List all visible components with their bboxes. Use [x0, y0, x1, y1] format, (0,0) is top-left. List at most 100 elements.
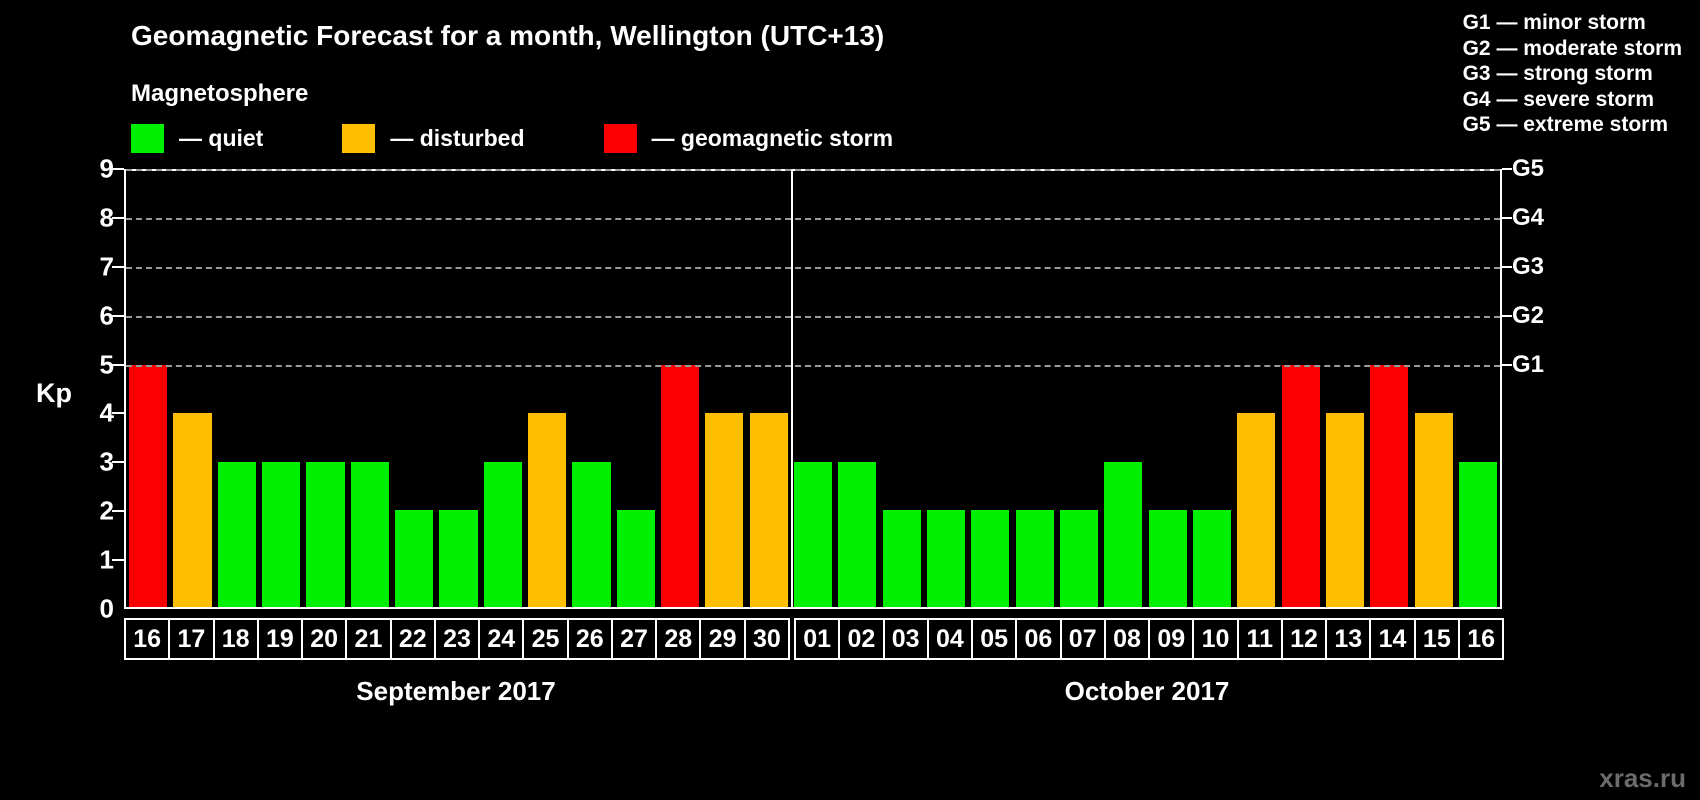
- legend-label-quiet: — quiet: [179, 125, 264, 151]
- gridline-kp-5: [126, 364, 1500, 367]
- day-label-05: 05: [971, 618, 1018, 660]
- bar-day-10: [1192, 510, 1232, 607]
- g-tick-mark-g2: [1502, 314, 1512, 317]
- bar-day-05: [971, 510, 1010, 607]
- bar-day-16: [1458, 461, 1498, 607]
- gscale-row-2: G2 — moderate storm: [1462, 36, 1682, 60]
- g-tick-mark-g4: [1502, 216, 1512, 219]
- bar-slot: [215, 171, 259, 607]
- bar-day-04: [927, 510, 966, 607]
- day-label-24: 24: [478, 618, 525, 660]
- day-label-13: 13: [1325, 618, 1372, 660]
- legend-label-storm: — geomagnetic storm: [651, 125, 894, 151]
- bar-day-22: [395, 510, 434, 607]
- bar-day-18: [217, 461, 256, 607]
- day-label-10: 10: [1192, 618, 1239, 660]
- bar-slot: [968, 171, 1012, 607]
- watermark: xras.ru: [1599, 763, 1686, 793]
- y-tick-mark-8: [112, 216, 124, 219]
- bar-slot: [1456, 171, 1500, 607]
- g-tick-label-g2: G2: [1512, 301, 1545, 329]
- bar-day-29: [705, 413, 744, 607]
- legend-item-quiet: — quiet: [131, 124, 263, 153]
- y-tick-mark-3: [112, 461, 124, 464]
- legend-label-disturbed: — disturbed: [390, 125, 525, 151]
- bar-slot: [1279, 171, 1323, 607]
- day-label-29: 29: [699, 618, 746, 660]
- bar-slot: [880, 171, 924, 607]
- bar-slot: [614, 171, 658, 607]
- gscale-key: G1 — minor storm G2 — moderate storm G3 — …: [1463, 10, 1682, 138]
- y-tick-label-5: 5: [99, 349, 114, 380]
- bar-slot: [436, 171, 480, 607]
- day-label-28: 28: [655, 618, 702, 660]
- bar-slot: [1234, 171, 1278, 607]
- day-label-22: 22: [389, 618, 436, 660]
- month-divider: [790, 171, 793, 607]
- bar-day-13: [1325, 413, 1365, 607]
- day-label-16: 16: [124, 618, 171, 660]
- day-label-30: 30: [743, 618, 790, 660]
- bar-day-08: [1104, 461, 1143, 607]
- bar-day-15: [1414, 413, 1453, 607]
- y-tick-label-1: 1: [99, 544, 114, 575]
- bar-day-03: [882, 510, 921, 607]
- bar-day-14: [1370, 364, 1409, 607]
- gscale-row-3: G3 — strong storm: [1462, 62, 1653, 86]
- bar-slot: [702, 171, 746, 607]
- y-tick-mark-6: [112, 314, 124, 317]
- g-tick-label-g4: G4: [1512, 203, 1545, 231]
- gridline-kp-9: [126, 169, 1500, 171]
- bar-slot: [259, 171, 303, 607]
- bar-slot: [569, 171, 613, 607]
- legend-swatch-disturbed: [342, 124, 376, 153]
- y-tick-label-0: 0: [99, 593, 114, 624]
- bar-day-24: [483, 461, 522, 607]
- day-label-15: 15: [1413, 618, 1460, 660]
- bar-day-06: [1015, 510, 1054, 607]
- month-caption-september: September 2017: [356, 676, 556, 706]
- bar-day-28: [661, 364, 700, 607]
- gscale-row-5: G5 — extreme storm: [1462, 113, 1669, 137]
- bar-day-26: [572, 461, 611, 607]
- bar-slot: [1190, 171, 1234, 607]
- day-label-14: 14: [1369, 618, 1416, 660]
- bar-slot: [392, 171, 436, 607]
- y-tick-mark-2: [112, 510, 124, 513]
- legend: — quiet — disturbed — geomagnetic storm: [131, 124, 972, 153]
- bar-slot: [791, 171, 835, 607]
- y-tick-label-9: 9: [99, 153, 114, 184]
- bar-day-30: [749, 413, 788, 607]
- gridline-kp-8: [126, 217, 1500, 220]
- bar-day-07: [1060, 510, 1099, 607]
- day-label-07: 07: [1059, 618, 1106, 660]
- bar-slot: [1101, 171, 1145, 607]
- bar-slot: [126, 171, 170, 607]
- y-tick-label-8: 8: [99, 202, 114, 233]
- bar-series: [126, 171, 1500, 607]
- day-label-25: 25: [522, 618, 569, 660]
- y-tick-mark-7: [112, 265, 124, 268]
- bar-slot: [481, 171, 525, 607]
- bar-day-01: [794, 461, 833, 607]
- bar-day-27: [616, 510, 655, 607]
- y-tick-label-4: 4: [99, 397, 114, 428]
- day-label-04: 04: [926, 618, 974, 660]
- gscale-row-4: G4 — severe storm: [1462, 87, 1655, 111]
- day-label-01: 01: [793, 618, 841, 660]
- y-tick-label-3: 3: [99, 446, 114, 477]
- g-tick-mark-g5: [1502, 168, 1512, 170]
- day-label-26: 26: [566, 618, 613, 660]
- bar-day-11: [1237, 413, 1276, 607]
- y-tick-label-6: 6: [99, 300, 114, 331]
- gscale-row-1: G1 — minor storm: [1462, 11, 1646, 34]
- legend-item-storm: — geomagnetic storm: [603, 124, 894, 153]
- bar-day-20: [306, 461, 345, 607]
- day-label-12: 12: [1280, 618, 1328, 660]
- g-tick-mark-g1: [1502, 363, 1512, 366]
- y-axis-title: Kp: [36, 378, 72, 408]
- day-label-19: 19: [256, 618, 304, 660]
- y-tick-mark-1: [112, 559, 124, 562]
- legend-swatch-storm: [603, 124, 637, 153]
- day-label-09: 09: [1148, 618, 1195, 660]
